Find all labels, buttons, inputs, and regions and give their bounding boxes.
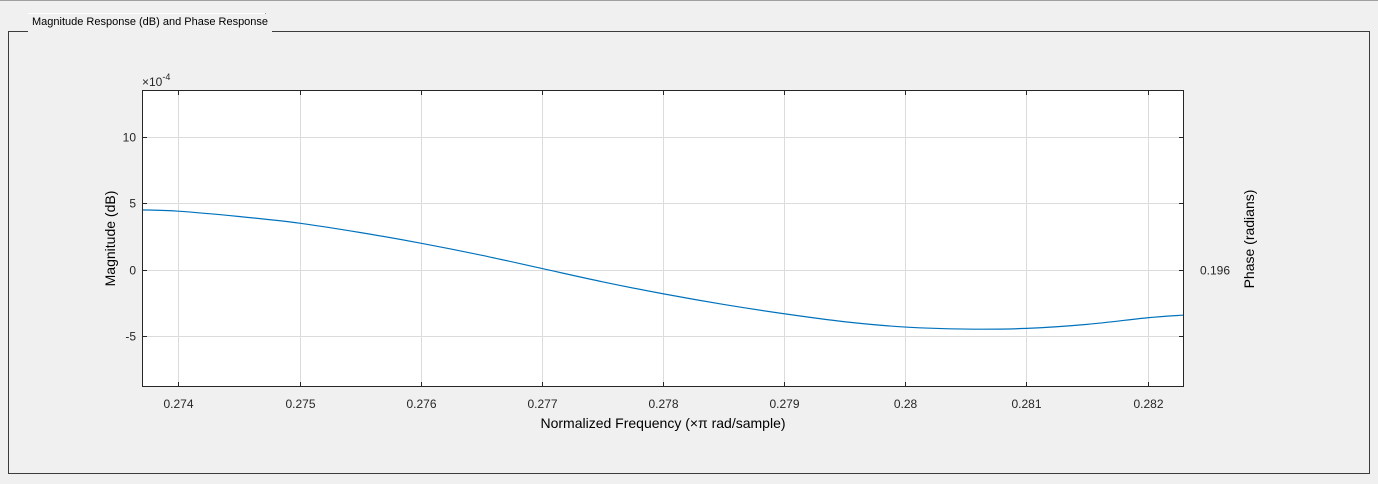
x-tick-label: 0.274 <box>163 397 193 411</box>
y-axis-label: Magnitude (dB) <box>102 191 118 287</box>
magnitude-series-line <box>141 209 1185 330</box>
y-tick-label: 5 <box>129 197 136 211</box>
y-tick-label: 10 <box>123 131 137 145</box>
x-tick-label: 0.276 <box>406 397 436 411</box>
x-tick-label: 0.277 <box>527 397 557 411</box>
window-top-border <box>0 0 1378 1</box>
y-exponent-label: ×10-4 <box>142 72 170 89</box>
y-exponent-base: ×10 <box>142 75 163 89</box>
data-layer <box>141 209 1185 330</box>
x-tick-label: 0.28 <box>894 397 918 411</box>
x-axis-label: Normalized Frequency (×π rad/sample) <box>540 415 785 431</box>
tick-layer: 0.274 0.275 0.276 0.277 0.278 0.279 0.28 0.281 0… <box>123 90 1230 411</box>
label-layer: ×10-4 Normalized Frequency (×π rad/sampl… <box>102 72 1257 431</box>
panel-title: Magnitude Response (dB) and Phase Respon… <box>28 14 273 33</box>
y-tick-label: -5 <box>125 330 136 344</box>
x-tick-label: 0.282 <box>1133 397 1163 411</box>
plot-panel <box>8 31 1370 474</box>
y-tick-label: 0 <box>129 264 136 278</box>
y2-tick-label: 0.196 <box>1200 264 1230 278</box>
y2-axis-label: Phase (radians) <box>1241 190 1257 289</box>
x-tick-label: 0.281 <box>1011 397 1041 411</box>
x-tick-label: 0.279 <box>769 397 799 411</box>
grid-lines <box>142 90 1184 387</box>
y-exponent-power: -4 <box>162 72 170 82</box>
x-tick-label: 0.278 <box>648 397 678 411</box>
x-tick-label: 0.275 <box>285 397 315 411</box>
